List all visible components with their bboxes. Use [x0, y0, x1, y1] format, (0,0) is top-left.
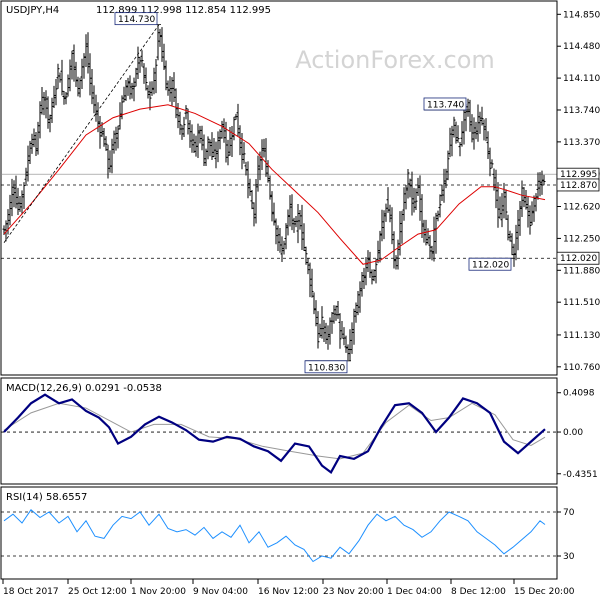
annotation-box — [468, 257, 512, 271]
rsi-y-tick-label: 70 — [563, 508, 575, 518]
rsi-label: RSI(14) 58.6557 — [6, 492, 87, 503]
macd-y-axis: 0.4098 0.00 -0.4351 — [1, 389, 598, 480]
x-tick-label: 25 Oct 12:00 — [68, 587, 127, 597]
trendline-segment — [3, 24, 160, 243]
rsi-lines — [3, 509, 546, 563]
level-box — [556, 251, 600, 265]
price-y-tick-label: 114.110 — [563, 74, 600, 84]
annotation-box — [114, 12, 158, 26]
x-tick-label: 9 Nov 04:00 — [193, 587, 248, 597]
macd-label: MACD(12,26,9) 0.0291 -0.0538 — [6, 383, 162, 394]
price-y-tick-label: 112.250 — [563, 234, 600, 244]
macd-lines — [3, 393, 546, 474]
macd-panel — [0, 377, 558, 485]
watermark: ActionForex.com — [295, 46, 495, 74]
chart-header-ohlc: 112.899 112.998 112.854 112.995 — [96, 5, 271, 16]
x-tick-label: 18 Oct 2017 — [3, 587, 59, 597]
ma-line — [3, 104, 546, 265]
macd-line — [3, 393, 546, 474]
price-y-tick-label: 111.130 — [563, 331, 600, 341]
price-y-tick-label: 113.370 — [563, 138, 600, 148]
price-y-tick-label: 114.850 — [563, 10, 600, 20]
annotation-label: 114.730 — [118, 15, 155, 25]
macd-y-tick-label: 0.4098 — [563, 389, 595, 399]
rsi-panel — [0, 486, 558, 580]
annotation-label: 112.020 — [472, 261, 509, 271]
last-price-label: 112.995 — [560, 170, 597, 180]
rsi-line — [3, 509, 546, 563]
annotation-label: 113.740 — [427, 100, 464, 110]
rsi-y-tick-label: 30 — [563, 552, 575, 562]
moving-average — [3, 104, 546, 265]
chart-header-symbol: USDJPY,H4 — [6, 5, 59, 16]
x-tick-label: 8 Dec 12:00 — [451, 587, 506, 597]
x-axis: 18 Oct 2017 25 Oct 12:00 1 Nov 20:00 9 Nov … — [2, 579, 575, 597]
x-tick-label: 1 Nov 20:00 — [131, 587, 186, 597]
annotation-box — [423, 97, 467, 111]
price-y-tick-label: 114.480 — [563, 42, 600, 52]
macd-signal-line — [3, 402, 546, 460]
price-y-tick-label: 111.510 — [563, 298, 600, 308]
macd-y-tick-label: 0.00 — [563, 428, 583, 438]
price-y-tick-label: 113.740 — [563, 106, 600, 116]
level-label: 112.020 — [560, 254, 597, 264]
macd-y-tick-label: -0.4351 — [563, 470, 598, 480]
annotation-box — [304, 360, 348, 374]
annotation-label: 110.830 — [308, 363, 345, 373]
x-tick-label: 16 Nov 12:00 — [258, 587, 319, 597]
price-y-tick-label: 110.760 — [563, 363, 600, 373]
price-y-tick-label: 112.620 — [563, 203, 600, 213]
price-annotations: 114.730 113.740 112.020 110.830 — [114, 12, 515, 374]
level-label: 112.870 — [560, 181, 597, 191]
trendline — [3, 24, 160, 243]
x-tick-label: 23 Nov 20:00 — [323, 587, 384, 597]
level-box — [556, 178, 600, 192]
rsi-y-axis: 70 30 — [1, 508, 575, 562]
x-tick-label: 1 Dec 04:00 — [387, 587, 442, 597]
x-tick-label: 15 Dec 20:00 — [514, 587, 575, 597]
price-y-tick-label: 111.880 — [563, 266, 600, 276]
price-candles — [2, 24, 546, 361]
